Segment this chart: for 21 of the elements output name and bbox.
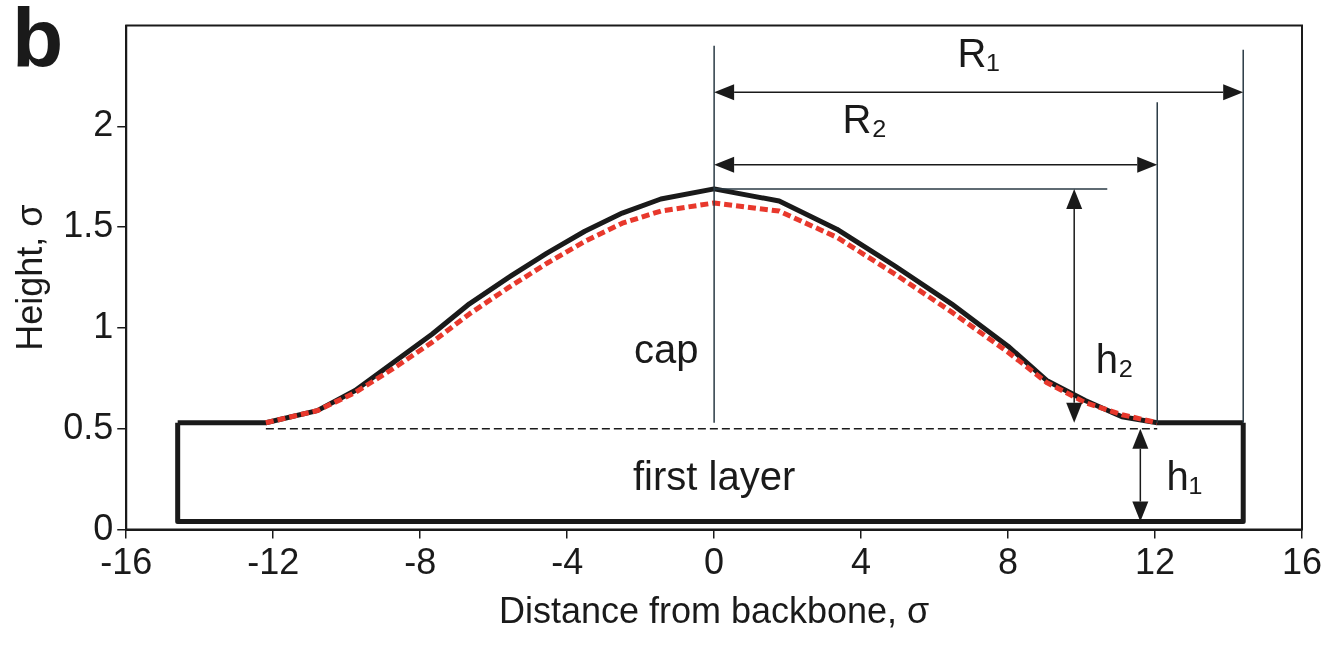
x-tick-label: 0 (704, 541, 725, 583)
annotation: cap (634, 327, 699, 372)
annotation: R₂ (842, 97, 887, 142)
x-tick-label: -4 (551, 541, 584, 583)
x-tick-label: -8 (404, 541, 437, 583)
y-axis-title: Height, σ (8, 204, 50, 351)
y-tick-label: 0.5 (63, 405, 114, 447)
annotation: R₁ (957, 30, 1000, 75)
y-tick-label: 1.5 (63, 204, 114, 246)
x-tick-label: 8 (998, 541, 1019, 583)
annotation: first layer (633, 454, 796, 499)
x-tick-label: 4 (851, 541, 872, 583)
x-axis-title: Distance from backbone, σ (498, 590, 930, 632)
x-tick-label: 12 (1135, 541, 1176, 583)
annotation: h₂ (1095, 337, 1134, 382)
annotation: h₁ (1166, 454, 1203, 499)
x-tick-label: 16 (1281, 541, 1323, 583)
y-tick-label: 2 (93, 103, 114, 145)
x-tick-label: -12 (247, 541, 300, 583)
y-tick-label: 1 (93, 304, 114, 346)
chart-title: b (12, 0, 64, 86)
